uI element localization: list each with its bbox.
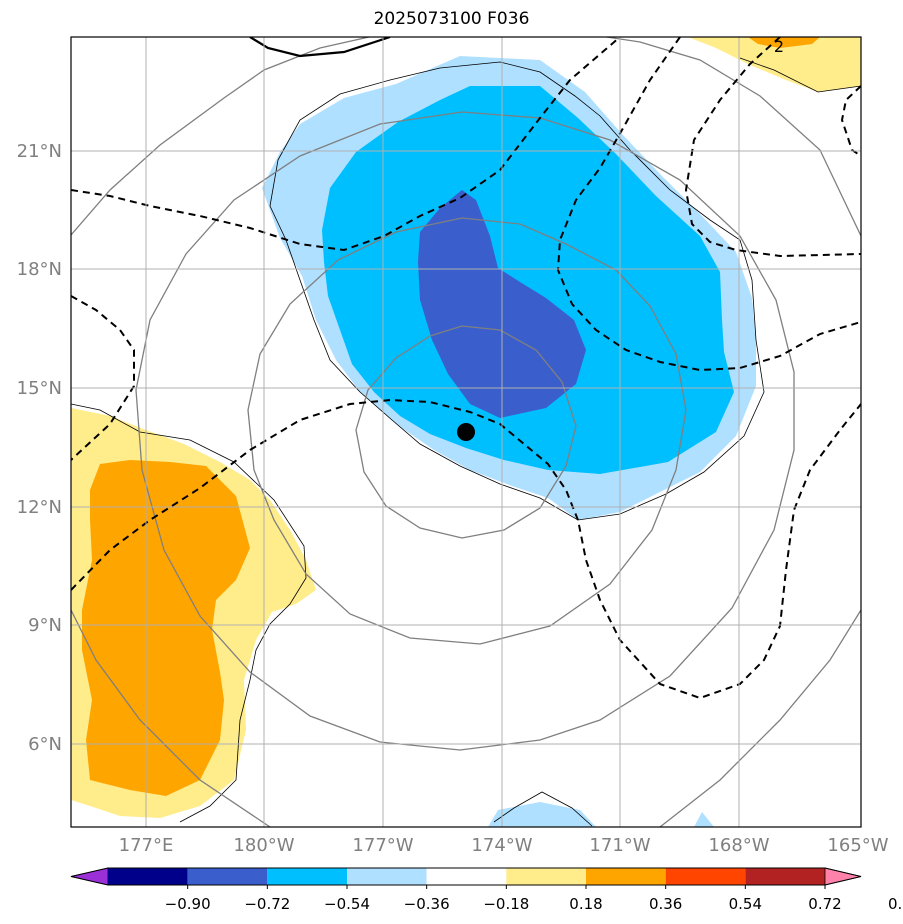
lat-tick-labels: 21°N 18°N 15°N 12°N 9°N 6°N (17, 141, 62, 755)
colorbar-tick-label: −0.54 (324, 895, 370, 913)
colorbar-tick-label: −0.90 (165, 895, 211, 913)
storm-center-dot (457, 423, 475, 441)
colorbar-segment (187, 868, 268, 885)
colorbar-segment (586, 868, 666, 885)
anomaly-fill-orange-ne (748, 37, 820, 48)
colorbar-tick-label: 0.54 (729, 895, 762, 913)
colorbar-tick-label: 0.72 (808, 895, 841, 913)
contour-label: 2 (774, 37, 784, 56)
lon-tick-label: 180°W (233, 835, 294, 856)
lon-tick-label: 168°W (708, 835, 769, 856)
lon-tick-labels: 177°E 180°W 177°W 174°W 171°W 168°W 165°… (119, 835, 889, 856)
anomaly-fill-yellow-ne (688, 37, 861, 92)
dashed-contours (71, 37, 861, 700)
colorbar-tick-label: −0.18 (483, 895, 529, 913)
thick-contours (249, 37, 391, 58)
colorbar-tick-label: 0.90 (888, 895, 903, 913)
colorbar-segment (745, 868, 825, 885)
colorbar-segment (347, 868, 427, 885)
lon-tick-label: 165°W (827, 835, 888, 856)
colorbar-segment (665, 868, 746, 885)
anomaly-fill-light-blue-corner (694, 812, 714, 827)
lat-tick-label: 12°N (17, 497, 62, 518)
colorbar-tick-label: 0.36 (649, 895, 682, 913)
anomaly-fill-orange-west (82, 460, 250, 796)
grid-lines (71, 37, 861, 827)
anomaly-fill-cyan (322, 86, 734, 474)
plot-frame (70, 36, 862, 828)
thin-contours (71, 57, 861, 827)
colorbar-segment (506, 868, 586, 885)
lat-tick-label: 9°N (28, 615, 62, 636)
colorbar-tick-label: 0.18 (569, 895, 602, 913)
colorbar-tick-label: −0.72 (244, 895, 290, 913)
map-title: 2025073100 F036 (373, 9, 530, 29)
colorbar: −0.90 −0.72 −0.54 −0.36 −0.18 0.18 0.36 0.54 0.7… (70, 867, 903, 913)
lat-tick-label: 15°N (17, 378, 62, 399)
lon-tick-label: 177°W (352, 835, 413, 856)
lat-tick-label: 21°N (17, 141, 62, 162)
colorbar-extend-low (70, 867, 109, 886)
colorbar-segment (108, 868, 188, 885)
lat-tick-label: 18°N (17, 259, 62, 280)
grey-contours (71, 37, 861, 827)
colorbar-segment (267, 868, 347, 885)
anomaly-fill-light-blue-south (488, 802, 596, 827)
lon-tick-label: 171°W (589, 835, 650, 856)
lon-tick-label: 174°W (471, 835, 532, 856)
colorbar-segment (426, 868, 507, 885)
colorbar-tick-label: −0.36 (404, 895, 450, 913)
lon-tick-label: 177°E (119, 835, 174, 856)
lat-tick-label: 6°N (28, 734, 62, 755)
colorbar-extend-high (824, 867, 862, 886)
